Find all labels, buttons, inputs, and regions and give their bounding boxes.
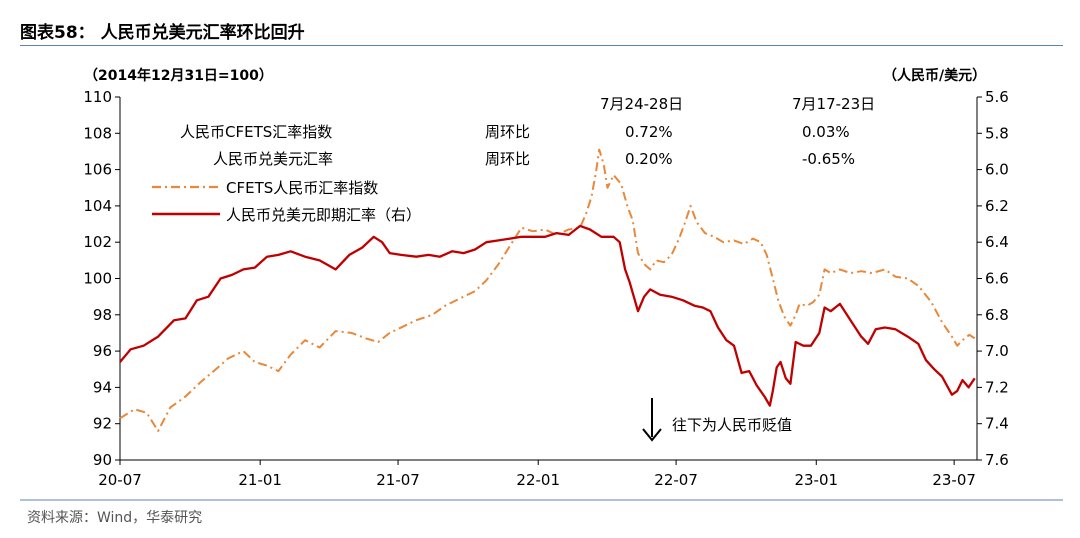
left-tick-label: 92 [93, 415, 112, 433]
left-tick-label: 96 [93, 342, 112, 360]
down-arrow-icon [642, 428, 662, 442]
annotation-row1-val1: 0.72% [625, 123, 673, 141]
x-tick-label: 22-07 [654, 471, 698, 489]
annotation-row1-label: 人民币CFETS汇率指数 [180, 123, 332, 141]
annotation-table: 7月24-28日 7月17-23日 人民币CFETS汇率指数 周环比 0.72%… [180, 95, 875, 168]
left-tick-label: 102 [83, 233, 112, 251]
right-tick-label: 5.6 [985, 88, 1009, 106]
left-tick-label: 90 [93, 451, 112, 469]
arrow-note: 往下为人民币贬值 [672, 416, 792, 434]
x-tick-label: 23-01 [794, 471, 838, 489]
legend: CFETS人民币汇率指数 人民币兑美元即期汇率（右） [152, 179, 421, 224]
left-tick-label: 100 [83, 270, 112, 288]
series-line-usdcny [119, 224, 976, 407]
left-axis-unit: （2014年12月31日=100） [84, 68, 273, 84]
right-tick-label: 7.4 [985, 415, 1009, 433]
x-tick-label: 21-07 [376, 471, 420, 489]
source-note: 资料来源：Wind，华泰研究 [27, 510, 202, 526]
x-tick-label: 23-07 [932, 471, 976, 489]
left-tick-label: 106 [83, 161, 112, 179]
left-tick-label: 108 [83, 124, 112, 142]
right-tick-label: 6.8 [985, 306, 1009, 324]
annotation-row2-label: 人民币兑美元汇率 [213, 150, 333, 168]
left-tick-label: 94 [93, 378, 112, 396]
x-tick-label: 20-07 [98, 471, 142, 489]
right-tick-label: 7.2 [985, 378, 1009, 396]
x-tick-label: 22-01 [516, 471, 560, 489]
annotation-row2-val1: 0.20% [625, 150, 673, 168]
right-tick-label: 6.6 [985, 270, 1009, 288]
legend-label-usdcny: 人民币兑美元即期汇率（右） [226, 206, 421, 224]
left-tick-label: 104 [83, 197, 112, 215]
right-tick-label: 5.8 [985, 124, 1009, 142]
right-tick-label: 7.0 [985, 342, 1009, 360]
annotation-row2-val2: -0.65% [802, 150, 855, 168]
legend-label-cfets: CFETS人民币汇率指数 [226, 179, 378, 197]
x-tick-label: 21-01 [238, 471, 282, 489]
left-tick-label: 110 [83, 88, 112, 106]
right-tick-label: 6.4 [985, 233, 1009, 251]
right-tick-label: 7.6 [985, 451, 1009, 469]
annotation-row2-metric: 周环比 [485, 150, 530, 168]
annotation-row1-val2: 0.03% [802, 123, 850, 141]
series-line-cfets [119, 148, 976, 432]
annotation-header-col1: 7月24-28日 [600, 95, 683, 113]
figure-title: 图表58： 人民币兑美元汇率环比回升 [20, 23, 305, 43]
right-axis-unit: （人民币/美元） [883, 68, 987, 84]
right-tick-label: 6.2 [985, 197, 1009, 215]
annotation-header-col2: 7月17-23日 [792, 95, 875, 113]
annotation-row1-metric: 周环比 [485, 123, 530, 141]
title-underline [20, 45, 1063, 46]
right-tick-label: 6.0 [985, 161, 1009, 179]
depreciation-arrow: 往下为人民币贬值 [642, 398, 792, 442]
left-tick-label: 98 [93, 306, 112, 324]
